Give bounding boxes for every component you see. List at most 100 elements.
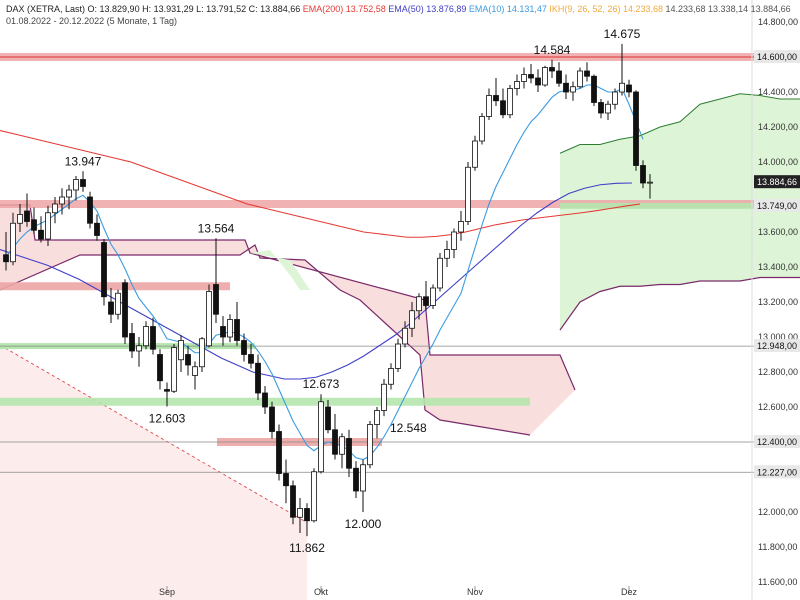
- candle: [52, 203, 58, 214]
- y-tick-label: 12.000,00: [758, 507, 798, 517]
- candle: [339, 436, 345, 455]
- candle: [626, 84, 632, 93]
- price-annotation: 12.000: [345, 517, 382, 531]
- candle: [612, 91, 618, 105]
- price-label-bg: [754, 198, 800, 212]
- price-label-bg: [754, 465, 800, 479]
- kumo-future-bottom-line: [559, 276, 800, 331]
- candle: [451, 231, 457, 250]
- candle: [157, 354, 163, 382]
- candle: [31, 219, 37, 231]
- candle: [17, 214, 23, 224]
- candle: [248, 354, 254, 364]
- y-tick-label: 13.200,00: [758, 297, 798, 307]
- header-field: L: 13.791,52: [194, 4, 247, 14]
- price-annotation: 12.548: [390, 421, 427, 435]
- candle: [423, 296, 429, 306]
- candle: [479, 116, 485, 142]
- candle: [598, 102, 604, 114]
- header-field: C: 13.884,66: [246, 4, 300, 14]
- candle: [591, 75, 597, 103]
- candle: [122, 282, 128, 338]
- candle: [381, 383, 387, 411]
- candle: [318, 401, 324, 473]
- candle: [647, 181, 653, 184]
- header-line2: 01.08.2022 - 20.12.2022 (5 Monate, 1 Tag…: [6, 16, 177, 26]
- candle: [367, 424, 373, 466]
- header-field: O: 13.829,90: [85, 4, 140, 14]
- candle: [213, 284, 219, 315]
- candle: [605, 103, 611, 114]
- candle: [220, 326, 226, 338]
- candle: [38, 229, 44, 240]
- price-annotation: 14.675: [604, 27, 641, 41]
- downtrend-channel-line: [0, 344, 308, 523]
- header-field: 13.876,89: [424, 4, 467, 14]
- price-label: 12.400,00: [757, 437, 797, 447]
- candle: [206, 291, 212, 347]
- candle: [108, 301, 114, 315]
- header-field: EMA(10): [466, 4, 504, 14]
- candle: [150, 326, 156, 350]
- candle: [514, 81, 520, 89]
- candle: [416, 296, 422, 312]
- candle: [353, 467, 359, 492]
- y-tick-label: 14.800,00: [758, 17, 798, 27]
- candle: [129, 333, 135, 352]
- candle: [535, 77, 541, 86]
- price-annotation: 12.603: [149, 411, 186, 425]
- candle: [234, 319, 240, 341]
- ema10-line: [5, 84, 644, 461]
- candle: [73, 179, 79, 191]
- candle: [549, 67, 555, 72]
- y-tick-label: 13.400,00: [758, 262, 798, 272]
- y-tick-label: 12.600,00: [758, 402, 798, 412]
- candle: [360, 464, 366, 492]
- candle: [563, 82, 569, 93]
- ema50-line: [0, 182, 633, 380]
- candle: [143, 326, 149, 347]
- header-field: 14.131,47: [504, 4, 547, 14]
- candle: [507, 88, 513, 116]
- candle: [80, 179, 86, 187]
- price-label: 14.600,00: [757, 52, 797, 62]
- candle: [290, 485, 296, 518]
- candle: [199, 338, 205, 368]
- x-tick-label: Okt: [314, 587, 329, 597]
- candle: [178, 340, 184, 361]
- header-field: 14.233,68: [620, 4, 663, 14]
- candle: [283, 473, 289, 487]
- candle: [94, 222, 100, 236]
- kumo-green-patch: [250, 250, 310, 290]
- candle: [276, 431, 282, 474]
- candle: [465, 166, 471, 222]
- candle: [325, 406, 331, 431]
- price-label: 13.749,00: [757, 201, 797, 211]
- candle: [24, 210, 30, 222]
- ema200-line: [0, 129, 641, 238]
- candle: [297, 508, 303, 518]
- candle: [486, 95, 492, 117]
- candle: [3, 254, 9, 263]
- candle: [521, 74, 527, 82]
- candle: [472, 140, 478, 168]
- candle: [304, 508, 310, 522]
- y-tick-label: 13.000,00: [758, 332, 798, 342]
- price-label: 12.948,00: [757, 341, 797, 351]
- candle: [619, 82, 625, 93]
- candle: [409, 310, 415, 329]
- candle: [227, 319, 233, 338]
- kumo-red: [0, 205, 575, 435]
- y-tick-label: 12.800,00: [758, 367, 798, 377]
- y-tick-label: 11.800,00: [758, 542, 797, 552]
- candle: [10, 222, 16, 263]
- header-line1: DAX (XETRA, Last) O: 13.829,90 H: 13.931…: [6, 4, 791, 14]
- header-field: 14.233,68: [663, 4, 706, 14]
- candle: [556, 70, 562, 84]
- candle: [402, 327, 408, 345]
- candle: [66, 189, 72, 198]
- candle: [577, 70, 583, 88]
- kumo-green-future: [560, 93, 800, 330]
- candle: [332, 429, 338, 455]
